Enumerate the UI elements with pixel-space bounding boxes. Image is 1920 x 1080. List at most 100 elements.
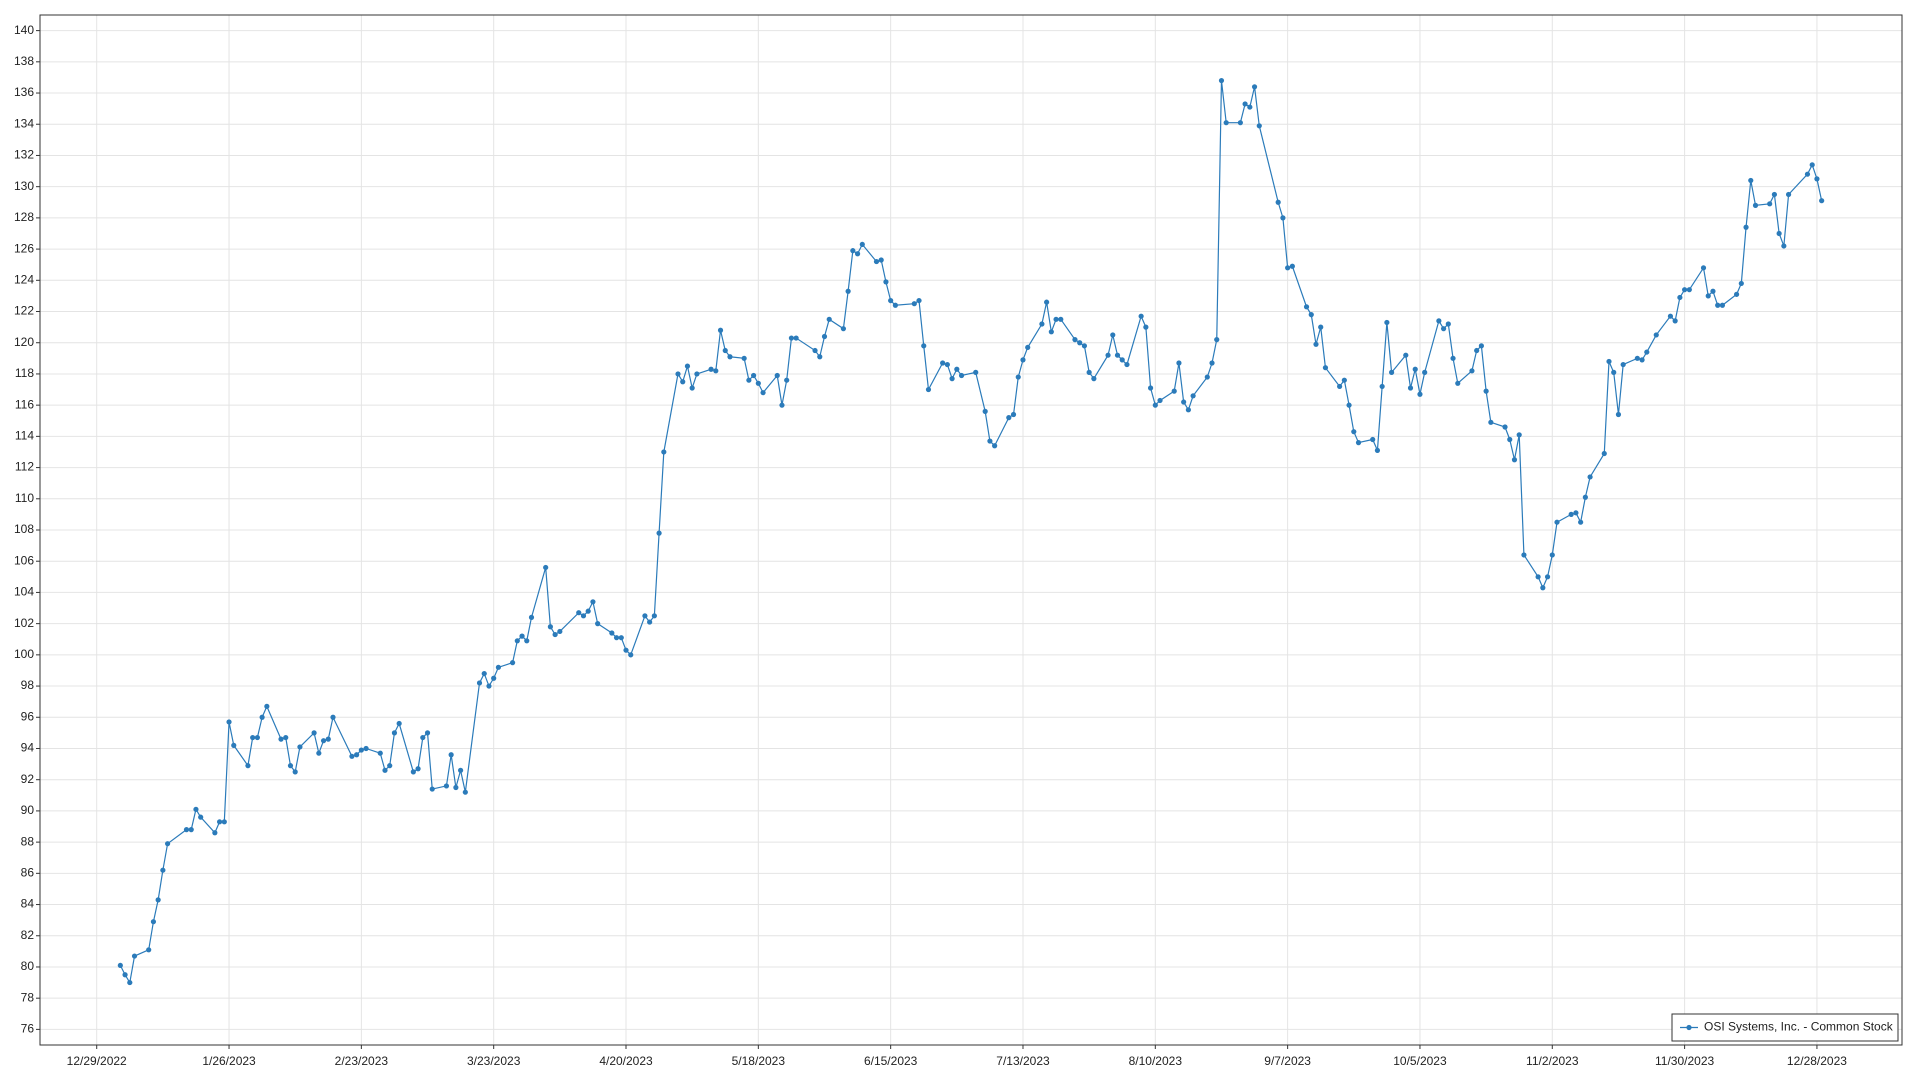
data-point (628, 652, 634, 658)
data-point (278, 736, 284, 742)
x-tick-label: 11/2/2023 (1526, 1054, 1579, 1068)
data-point (1511, 457, 1518, 463)
data-point (656, 530, 662, 536)
data-point (254, 734, 260, 741)
data-point (1615, 411, 1622, 418)
data-point (330, 714, 336, 720)
data-point (1152, 402, 1158, 408)
data-point (1204, 374, 1210, 380)
data-point (1341, 377, 1347, 383)
data-point (755, 380, 761, 386)
data-point (1176, 360, 1182, 366)
data-point (1058, 316, 1064, 322)
data-point (1700, 265, 1707, 271)
data-point (689, 385, 695, 391)
data-point (1218, 77, 1225, 84)
y-tick-label: 92 (21, 772, 35, 786)
x-tick-label: 11/30/2023 (1655, 1054, 1714, 1068)
data-point (325, 736, 331, 742)
data-point (613, 635, 620, 641)
data-point (850, 248, 856, 254)
data-point (1289, 263, 1295, 269)
data-point (443, 783, 450, 789)
data-point (1507, 436, 1513, 443)
data-point (1710, 288, 1716, 294)
y-tick-label: 96 (21, 709, 35, 723)
y-tick-label: 128 (14, 210, 34, 224)
data-point (188, 827, 194, 833)
data-point (150, 919, 157, 925)
data-point (1077, 340, 1083, 346)
data-point (840, 326, 847, 332)
data-point (1445, 321, 1451, 327)
data-point (358, 747, 364, 753)
data-point (354, 752, 360, 758)
data-point (1521, 552, 1527, 558)
data-point (1620, 361, 1626, 368)
data-point (420, 734, 426, 741)
data-point (1440, 326, 1447, 332)
data-point (1143, 324, 1149, 330)
data-point (1010, 411, 1017, 418)
data-point (1114, 352, 1121, 358)
data-point (1455, 380, 1461, 386)
data-point (1672, 318, 1678, 324)
data-point (1190, 393, 1196, 399)
data-point (245, 763, 251, 769)
data-point (1611, 369, 1617, 375)
data-point (1554, 519, 1560, 525)
legend-box (1671, 1013, 1899, 1042)
data-point (1086, 369, 1092, 375)
data-point (784, 377, 790, 383)
data-point (543, 564, 549, 571)
data-point (1682, 287, 1688, 293)
data-point (1256, 123, 1262, 129)
data-point (1686, 287, 1692, 293)
data-point (387, 763, 393, 769)
data-point (651, 613, 657, 619)
data-point (311, 730, 317, 736)
data-point (1285, 265, 1291, 271)
data-point (212, 830, 218, 836)
data-point (585, 608, 591, 614)
data-point (793, 335, 799, 341)
x-tick-label: 12/29/2022 (67, 1054, 127, 1068)
data-point (363, 745, 369, 752)
data-point (1247, 104, 1253, 110)
legend-label: OSI Systems, Inc. - Common Stock (1704, 1020, 1894, 1034)
data-point (1214, 337, 1220, 343)
data-point (817, 354, 823, 360)
data-point (751, 372, 757, 379)
x-tick-label: 7/13/2023 (996, 1054, 1050, 1068)
x-tick-label: 3/23/2023 (467, 1054, 521, 1068)
data-point (1667, 313, 1674, 319)
data-point (292, 769, 298, 775)
data-point (1015, 374, 1021, 380)
data-point (1478, 343, 1484, 349)
y-tick-label: 104 (14, 585, 34, 599)
data-point (1582, 494, 1588, 500)
data-point (1516, 432, 1522, 438)
data-point (429, 786, 435, 792)
data-point (708, 366, 714, 372)
data-point (1544, 574, 1551, 580)
data-point (1223, 120, 1229, 126)
data-point (349, 753, 355, 759)
data-point (1771, 191, 1778, 198)
data-point (1147, 385, 1154, 391)
data-point (396, 720, 402, 727)
data-point (1719, 302, 1726, 308)
data-point (1020, 357, 1026, 363)
data-point (410, 769, 416, 775)
data-point (1502, 424, 1508, 430)
data-point (1237, 120, 1243, 126)
data-point (1370, 436, 1376, 443)
data-point (198, 814, 204, 820)
data-point (528, 614, 535, 620)
data-point (788, 335, 795, 341)
data-point (287, 763, 294, 769)
data-point (1105, 352, 1111, 358)
data-point (1110, 332, 1116, 338)
x-tick-label: 2/23/2023 (335, 1054, 389, 1068)
